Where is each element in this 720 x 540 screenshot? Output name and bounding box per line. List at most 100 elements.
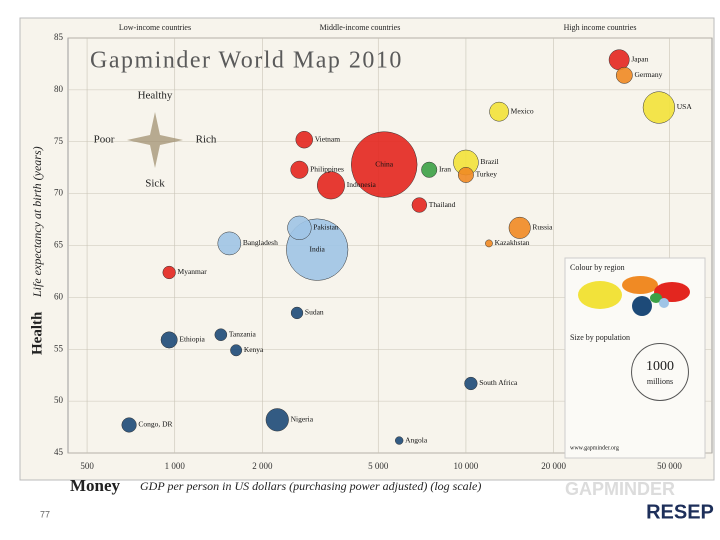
x-tick-label: 500 [80, 461, 94, 471]
y-tick-label: 50 [54, 395, 64, 405]
x-label-main: Money [70, 476, 121, 495]
y-tick-label: 45 [54, 447, 64, 457]
y-tick-label: 65 [54, 240, 64, 250]
y-tick-label: 70 [54, 188, 64, 198]
x-label: GDP per person in US dollars (purchasing… [140, 479, 481, 493]
region-europe [622, 276, 658, 294]
x-tick-label: 20 000 [541, 461, 566, 471]
x-tick-label: 1 000 [165, 461, 186, 471]
y-axis-title: Health Life expectancy at birth (years) [29, 146, 45, 355]
y-label: Life expectancy at birth (years) [30, 146, 44, 298]
income-group: Low-income countries [119, 23, 191, 32]
country-label: Congo, DR [138, 420, 172, 429]
country-label: China [375, 159, 394, 168]
bubble [295, 130, 313, 149]
region-southasia [659, 298, 669, 308]
bubble [411, 197, 428, 213]
bubble [489, 101, 509, 122]
bubble [642, 91, 676, 124]
country-label: Sudan [305, 308, 324, 317]
country-label: Indonesia [347, 180, 377, 189]
chart-title: Gapminder World Map 2010 [90, 48, 403, 74]
country-label: Kazakhstan [495, 238, 530, 247]
bubble [608, 49, 630, 71]
size-legend-bubble [631, 343, 689, 401]
size-legend-title: Size by population [570, 333, 630, 342]
bubble [615, 66, 633, 84]
country-label: Japan [631, 55, 648, 64]
website: www.gapminder.org [570, 445, 619, 451]
region-america [578, 281, 622, 309]
y-tick-label: 80 [54, 84, 64, 94]
bubble [214, 328, 228, 342]
x-tick-label: 5 000 [368, 461, 389, 471]
country-label: Iran [439, 164, 451, 173]
bubble [121, 417, 137, 433]
bubble [290, 160, 309, 179]
country-label: Angola [405, 435, 428, 444]
country-label: Russia [532, 223, 553, 232]
compass-label: Poor [94, 134, 115, 146]
y-tick-label: 60 [54, 291, 64, 301]
x-tick-label: 50 000 [657, 461, 682, 471]
watermark: GAPMINDER [565, 479, 675, 499]
country-label: Pakistan [313, 223, 339, 232]
bubble [457, 167, 474, 183]
bubble [287, 215, 312, 240]
region-map [578, 276, 690, 316]
bubble [265, 408, 289, 432]
bubble [230, 344, 243, 357]
bubble [160, 331, 178, 349]
color-legend-title: Colour by region [570, 263, 625, 272]
bubble [485, 239, 493, 248]
income-group: Middle-income countries [320, 23, 401, 32]
logo: RESEP [646, 501, 714, 523]
bubble [464, 376, 478, 391]
bubble [290, 306, 304, 320]
country-label: Germany [634, 70, 662, 79]
income-group: High income countries [564, 23, 637, 32]
bubble [217, 231, 242, 256]
country-label: Bangladesh [243, 238, 278, 247]
y-tick-label: 55 [54, 343, 64, 353]
bubble [351, 131, 418, 198]
compass-label: Sick [145, 178, 165, 190]
country-label: Vietnam [315, 134, 341, 143]
country-label: India [309, 244, 325, 253]
region-mideast [650, 293, 662, 303]
bubble [316, 171, 345, 200]
country-label: Tanzania [229, 329, 257, 338]
country-label: USA [677, 102, 693, 111]
size-legend-value: 1000 [646, 359, 674, 374]
region-asia [654, 282, 690, 302]
x-tick-label: 10 000 [454, 461, 479, 471]
country-label: Ethiopia [179, 335, 205, 344]
plot: 45 50 55 60 65 70 75 80 85 500 1 000 2 000 5 000 10 0… [54, 32, 713, 471]
page-number: 77 [40, 509, 50, 519]
country-label: Myanmar [178, 267, 208, 276]
country-label: Nigeria [291, 415, 314, 424]
bubble [421, 161, 438, 178]
x-tick-label: 2 000 [252, 461, 273, 471]
region-africa [632, 296, 652, 316]
country-label: Thailand [429, 200, 456, 209]
country-label: Kenya [244, 345, 264, 354]
bubble [395, 436, 404, 445]
y-tick-label: 85 [54, 32, 64, 42]
country-label: Philippines [310, 164, 344, 173]
bubble [508, 216, 531, 239]
size-legend-unit: millions [647, 377, 673, 386]
bubble [162, 265, 176, 280]
compass-label: Rich [196, 134, 217, 146]
country-label: Turkey [476, 170, 498, 179]
compass: Healthy Sick Poor Rich [94, 90, 217, 190]
y-label-main: Health [29, 311, 45, 355]
compass-rose [127, 112, 183, 168]
y-tick-label: 75 [54, 136, 64, 146]
country-label: Brazil [480, 157, 498, 166]
country-label: South Africa [479, 378, 518, 387]
country-label: Mexico [511, 106, 534, 115]
compass-label: Healthy [138, 90, 173, 102]
